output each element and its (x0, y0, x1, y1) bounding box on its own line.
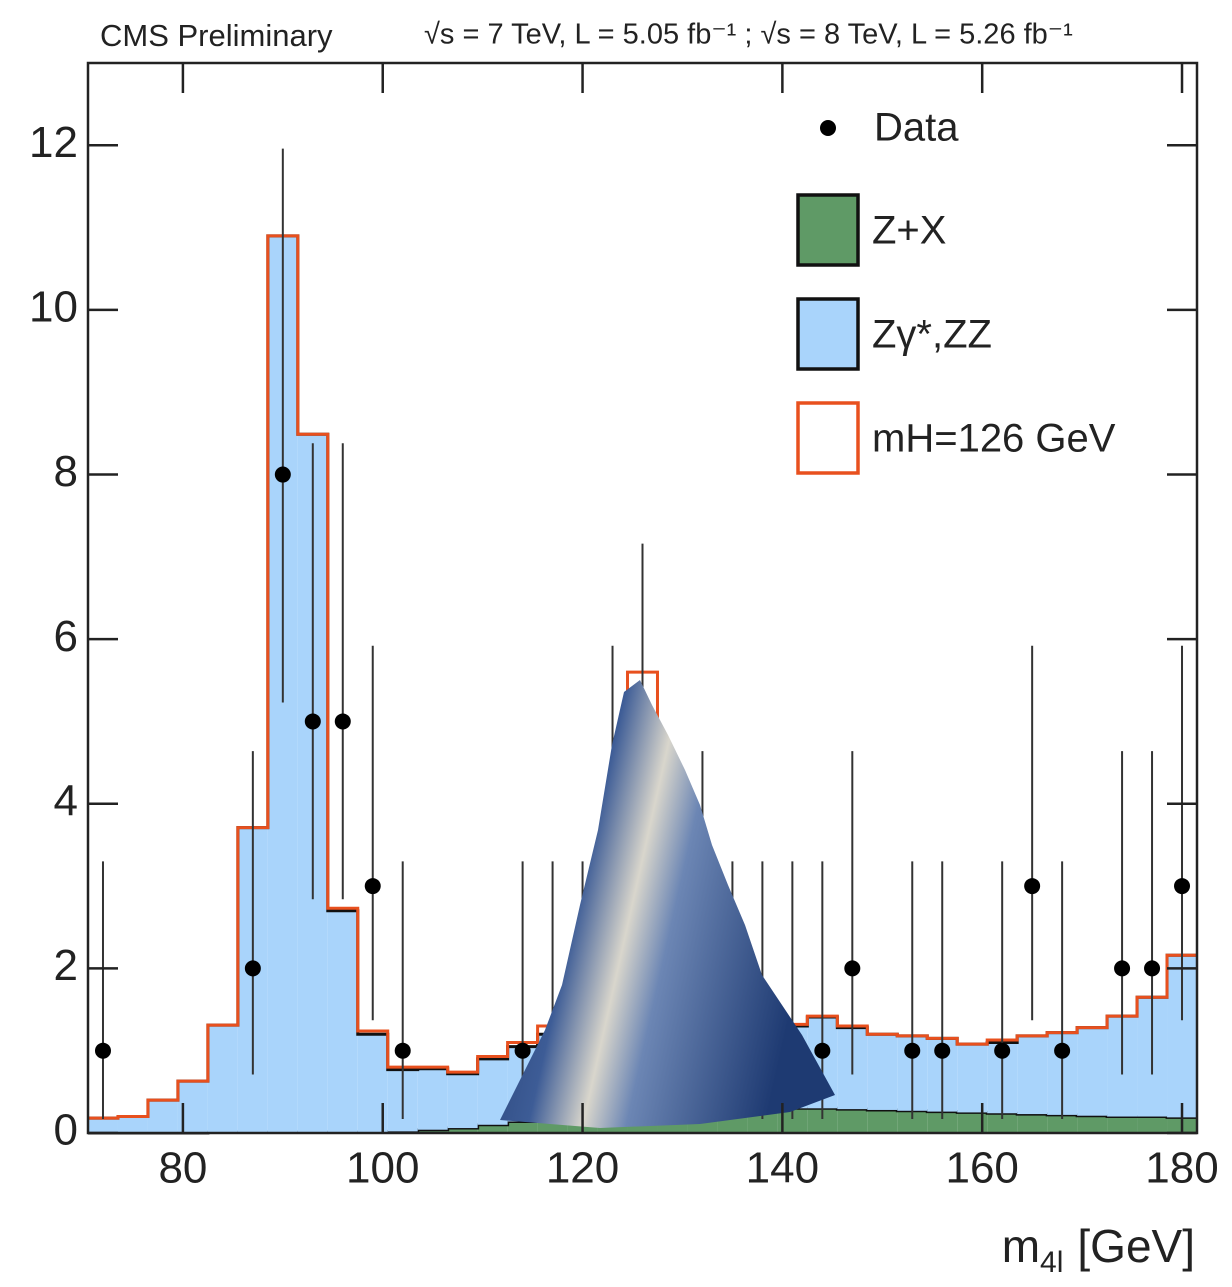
legend-swatch (796, 193, 860, 267)
data-point (244, 960, 261, 977)
bar-segment (1077, 1027, 1108, 1116)
x-label-symbol: m (1002, 1220, 1040, 1272)
data-point (1054, 1042, 1071, 1059)
data-point (1174, 878, 1191, 895)
x-label-subscript: 4l (1040, 1246, 1063, 1279)
bar-segment (417, 1068, 448, 1130)
data-point (274, 466, 291, 483)
data-point (934, 1042, 951, 1059)
bar-segment (417, 1129, 448, 1133)
mountain-overlay (500, 680, 835, 1128)
x-tick-label: 120 (546, 1144, 619, 1193)
bar-segment (867, 1034, 898, 1110)
chart-title: CMS Preliminary (100, 18, 333, 53)
bar-segment (117, 1116, 148, 1133)
bar-segment (837, 1109, 868, 1133)
legend-marker (820, 120, 836, 136)
bar-segment (927, 1111, 958, 1133)
bar-segment (957, 1044, 988, 1113)
bar-segment (447, 1073, 478, 1129)
bar-segment (957, 1112, 988, 1133)
legend-label: Z+X (872, 209, 946, 253)
histogram-outline (88, 234, 1197, 1120)
data-point (304, 713, 321, 730)
data-point (1024, 878, 1041, 895)
y-tick-label: 8 (54, 447, 78, 496)
bar-segment (1137, 1116, 1168, 1133)
legend-label: Zγ*,ZZ (872, 313, 992, 357)
bar-segment (477, 1058, 508, 1125)
data-point (94, 1042, 111, 1059)
data-point (514, 1042, 531, 1059)
chart-subtitle: √s = 7 TeV, L = 5.05 fb⁻¹ ; √s = 8 TeV, … (424, 19, 1073, 51)
y-tick-label: 0 (54, 1106, 78, 1155)
x-tick-label: 100 (346, 1144, 419, 1193)
y-tick-label: 12 (29, 118, 78, 167)
legend-swatch (796, 401, 860, 475)
y-tick-label: 6 (54, 612, 78, 661)
data-point (334, 713, 351, 730)
data-point (1144, 960, 1161, 977)
data-point (994, 1042, 1011, 1059)
bar-segment (477, 1124, 508, 1133)
x-label-unit: [GeV] (1077, 1220, 1195, 1272)
bar-segment (88, 1118, 118, 1133)
bar-segment (1047, 1114, 1078, 1133)
data-point (844, 960, 861, 977)
legend-label: mH=126 GeV (872, 417, 1116, 461)
x-tick-label: 160 (945, 1144, 1018, 1193)
data-point (814, 1042, 831, 1059)
data-point (1114, 960, 1131, 977)
y-tick-label: 2 (54, 941, 78, 990)
bar-segment (867, 1109, 898, 1133)
bar-segment (1107, 1116, 1138, 1133)
bar-segment (1017, 1114, 1048, 1133)
bar-segment (1077, 1115, 1108, 1133)
bar-segment (987, 1113, 1018, 1133)
bar-segment (207, 1025, 238, 1133)
legend-label: Data (874, 106, 959, 150)
x-tick-label: 140 (746, 1144, 819, 1193)
y-tick-label: 10 (29, 283, 78, 332)
bar-segment (897, 1110, 928, 1133)
x-tick-label: 80 (158, 1144, 207, 1193)
bar-segment (447, 1128, 478, 1133)
bar-segment (507, 1121, 538, 1133)
legend: Data Z+X Zγ*,ZZ mH=126 GeV (796, 106, 1116, 475)
bar-segment (327, 910, 358, 1133)
data-point (904, 1042, 921, 1059)
y-tick-label: 4 (54, 776, 78, 825)
x-axis-label: m4l [GeV] (1002, 1220, 1195, 1279)
x-tick-label: 180 (1145, 1144, 1218, 1193)
bar-segment (1017, 1035, 1048, 1115)
axes: 0 2 4 6 8 10 12 80 100 120 140 160 180 (29, 61, 1219, 1193)
data-point (394, 1042, 411, 1059)
plot-frame (86, 61, 1199, 1135)
legend-swatch (796, 297, 860, 371)
bar-segment (147, 1100, 178, 1133)
data-point (364, 878, 381, 895)
